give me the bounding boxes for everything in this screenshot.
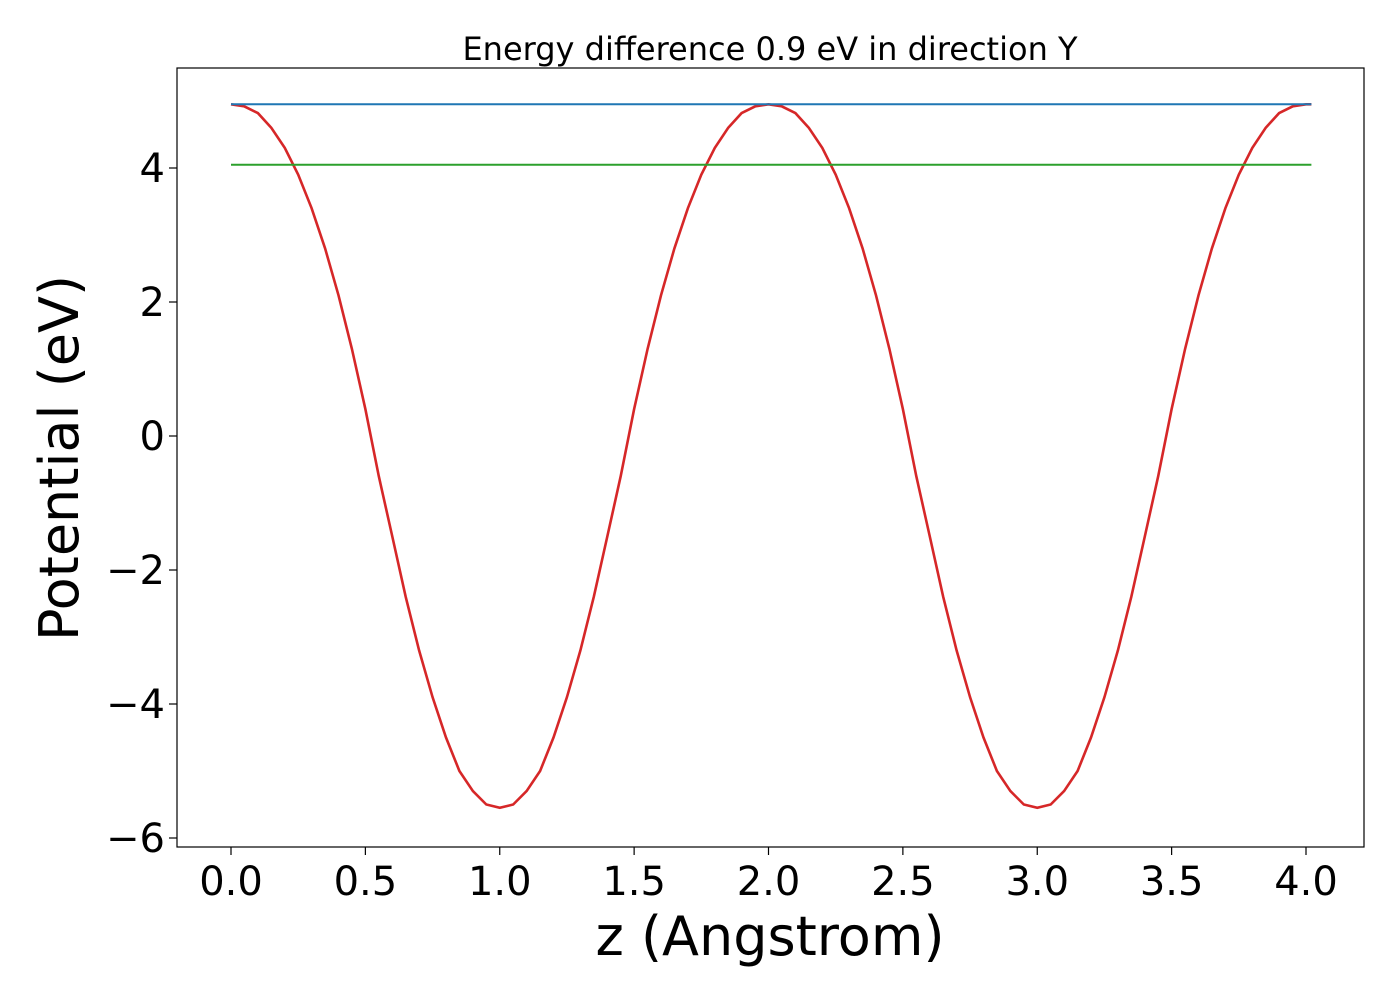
x-axis-ticks: 0.0 0.5 1.0 1.5 2.0 2.5 3.0 3.5 4.0 xyxy=(199,847,1338,905)
chart-title: Energy difference 0.9 eV in direction Y xyxy=(462,30,1078,68)
y-tick-label: 2 xyxy=(140,280,165,326)
x-tick-label: 1.5 xyxy=(602,859,666,905)
x-tick-label: 0.5 xyxy=(334,859,398,905)
series-layer xyxy=(230,102,1312,810)
x-tick-label: 3.0 xyxy=(1005,859,1069,905)
y-axis-ticks: −6 −4 −2 0 2 4 xyxy=(106,146,177,862)
x-tick-label: 2.0 xyxy=(737,859,801,905)
x-tick-label: 4.0 xyxy=(1274,859,1338,905)
y-tick-label: 0 xyxy=(140,414,165,460)
plot-frame xyxy=(176,67,1365,848)
y-tick-label: −2 xyxy=(106,548,165,594)
y-tick-label: −6 xyxy=(106,816,165,862)
y-tick-label: 4 xyxy=(140,146,165,192)
x-tick-label: 1.0 xyxy=(468,859,532,905)
x-tick-label: 2.5 xyxy=(871,859,935,905)
x-tick-label: 0.0 xyxy=(199,859,263,905)
y-axis-title: Potential (eV) xyxy=(28,275,91,641)
y-tick-label: −4 xyxy=(106,682,165,728)
series-line-0 xyxy=(230,102,1312,810)
x-tick-label: 3.5 xyxy=(1140,859,1204,905)
x-axis-title: z (Angstrom) xyxy=(595,905,944,968)
